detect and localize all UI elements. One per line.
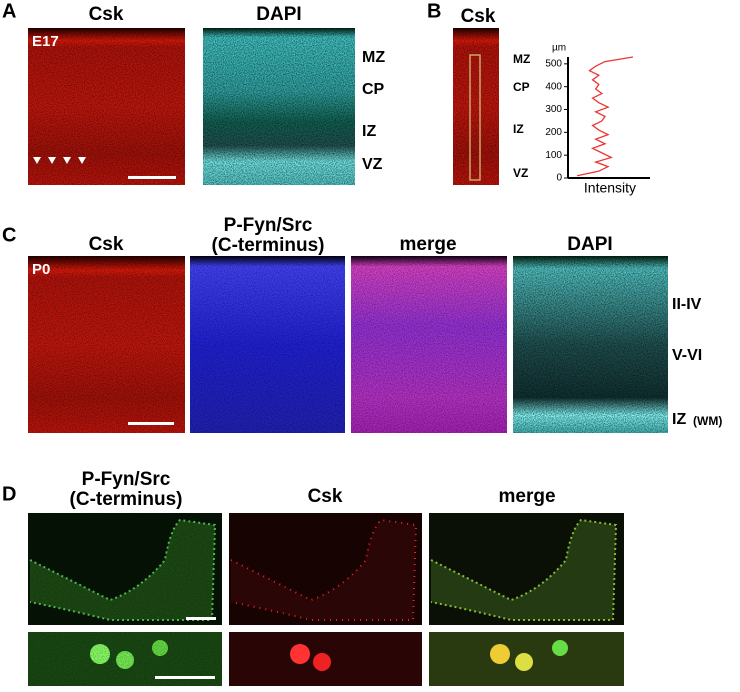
layer-label: V-VI: [672, 347, 702, 364]
y-tick-label: 300: [545, 104, 562, 115]
header: Csk: [308, 486, 343, 507]
layer-label: VZ: [513, 166, 528, 180]
layer-label: IZ: [362, 123, 376, 140]
header: DAPI: [256, 4, 301, 25]
y-tick-label: 100: [545, 150, 562, 161]
y-tick-label: 0: [556, 173, 562, 184]
header: merge: [498, 486, 555, 507]
header: merge: [399, 234, 456, 255]
header: Csk: [89, 234, 124, 255]
header: P-Fyn/Src: [224, 215, 313, 236]
layer-label: MZ: [362, 49, 385, 66]
layer-label: CP: [513, 80, 530, 94]
intensity-plot: 0 100 200 300 400 500 µm Intensity: [545, 43, 650, 196]
micrograph: [28, 28, 355, 185]
layer-label: II-IV: [672, 296, 702, 313]
header: (C-terminus): [70, 489, 183, 510]
header: Csk: [89, 4, 124, 25]
y-tick-label: 200: [545, 127, 562, 138]
layer-label: CP: [362, 81, 385, 98]
micrograph: [28, 513, 624, 686]
stage-label: P0: [32, 261, 50, 278]
layer-label: IZ: [672, 411, 686, 428]
header: Csk: [461, 6, 496, 27]
header: (C-terminus): [212, 235, 325, 256]
stage-label: E17: [32, 33, 59, 50]
layer-label: VZ: [362, 156, 383, 173]
micrograph: [453, 28, 499, 185]
panel-label: B: [427, 0, 441, 22]
layer-label: MZ: [513, 52, 530, 66]
layer-label: (WM): [693, 414, 722, 428]
layer-label: IZ: [513, 122, 524, 136]
micrograph: [28, 256, 668, 433]
axis-unit: µm: [552, 43, 566, 54]
x-axis-label: Intensity: [584, 180, 636, 196]
panel-label: D: [2, 483, 16, 505]
panel-label: A: [2, 0, 16, 22]
panel-label: C: [2, 224, 16, 246]
header: DAPI: [567, 234, 612, 255]
y-tick-label: 400: [545, 81, 562, 92]
y-tick-label: 500: [545, 58, 562, 69]
intensity-line: [576, 56, 634, 177]
header: P-Fyn/Src: [82, 469, 171, 490]
